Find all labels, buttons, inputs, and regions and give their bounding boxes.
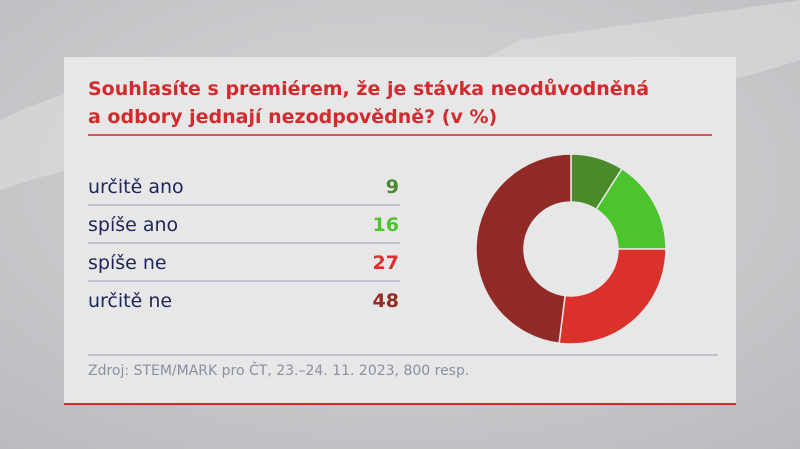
donut (475, 153, 667, 345)
chart-title: a odbory jednají nezodpovědně? (v %) (88, 106, 497, 128)
source: Zdroj: STEM/MARK pro ČT, 23.–24. 11. 202… (88, 361, 469, 379)
category-label: určitě ne (88, 290, 172, 312)
category-label: spíše ne (88, 252, 167, 274)
value-label: 9 (386, 176, 399, 198)
value-label: 27 (373, 252, 399, 274)
donut-segment (558, 248, 667, 345)
value-label: 48 (373, 290, 399, 312)
donut-segment (475, 153, 572, 345)
category-label: určitě ano (88, 176, 184, 198)
category-label: spíše ano (88, 214, 178, 236)
value-label: 16 (373, 214, 399, 236)
legend-table: určitě ano 9 spíše ano 16 spíše ne 27 určitě n… (88, 176, 400, 312)
chart-title: Souhlasíte s premiérem, že je stávka neo… (88, 77, 649, 100)
